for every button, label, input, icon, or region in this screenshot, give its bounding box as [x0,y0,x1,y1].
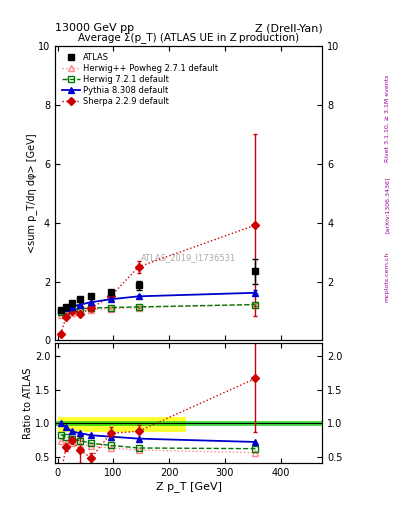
Legend: ATLAS, Herwig++ Powheg 2.7.1 default, Herwig 7.2.1 default, Pythia 8.308 default: ATLAS, Herwig++ Powheg 2.7.1 default, He… [59,50,221,109]
Title: Average Σ(p_T) (ATLAS UE in Z production): Average Σ(p_T) (ATLAS UE in Z production… [78,33,299,44]
Bar [55,421,322,425]
Text: ATLAS_2019_I1736531: ATLAS_2019_I1736531 [141,253,236,263]
Text: Rivet 3.1.10, ≥ 3.1M events: Rivet 3.1.10, ≥ 3.1M events [385,74,389,161]
Text: 13000 GeV pp: 13000 GeV pp [55,23,134,33]
X-axis label: Z p_T [GeV]: Z p_T [GeV] [156,481,222,492]
Y-axis label: <sum p_T/dη dφ> [GeV]: <sum p_T/dη dφ> [GeV] [26,134,37,253]
Bar [58,417,186,432]
Y-axis label: Ratio to ATLAS: Ratio to ATLAS [24,368,33,439]
Text: Z (Drell-Yan): Z (Drell-Yan) [255,23,322,33]
Text: [arXiv:1306.3436]: [arXiv:1306.3436] [385,177,389,233]
Text: mcplots.cern.ch: mcplots.cern.ch [385,251,389,302]
